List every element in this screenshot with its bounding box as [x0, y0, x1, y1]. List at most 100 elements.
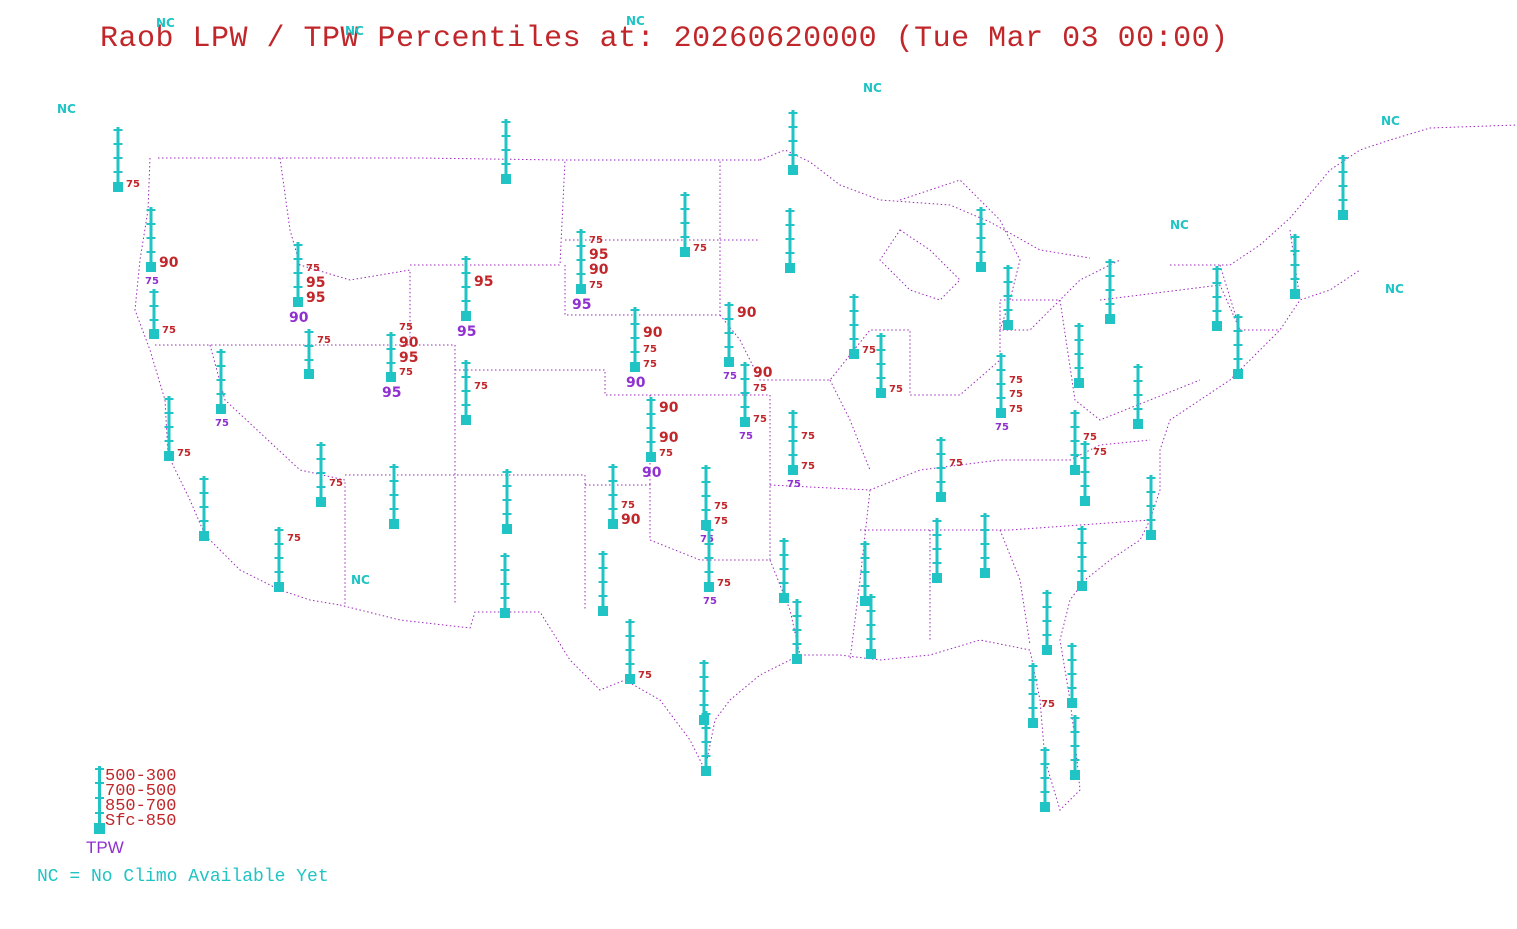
station-tick [1233, 358, 1243, 360]
station-marker [1070, 770, 1080, 780]
layer-percentile: 75 [621, 500, 635, 511]
station-marker [1338, 210, 1348, 220]
station-tick [274, 543, 284, 545]
station-tick [849, 296, 859, 298]
station-tick [680, 236, 690, 238]
layer-percentile: 75 [717, 578, 731, 589]
station-tick [1146, 519, 1156, 521]
tpw-percentile: 90 [626, 375, 646, 391]
station-marker [500, 608, 510, 618]
station-tick [876, 335, 886, 337]
station-tick [740, 406, 750, 408]
station-tick [625, 663, 635, 665]
layer-percentile: 95 [474, 274, 493, 290]
layer-percentile: 75 [753, 414, 767, 425]
layer-percentile: 75 [329, 478, 343, 489]
layer-percentile: 95 [306, 290, 325, 306]
station: 75 [274, 527, 301, 592]
station-marker [932, 573, 942, 583]
station-tick [1067, 659, 1077, 661]
station-tick [996, 369, 1006, 371]
station-tick [1146, 505, 1156, 507]
station: 75 [215, 349, 229, 429]
station-marker [701, 766, 711, 776]
layer-percentile: 75 [306, 263, 320, 274]
station-tick [1133, 366, 1143, 368]
station-tick [866, 638, 876, 640]
station-tick [788, 412, 798, 414]
station-tick [1077, 570, 1087, 572]
station-tick [1077, 556, 1087, 558]
station-tick [936, 439, 946, 441]
station-tick [146, 223, 156, 225]
station-tick [701, 755, 711, 757]
station-tick [113, 143, 123, 145]
station-tick [501, 163, 511, 165]
station-tick [646, 427, 656, 429]
station-tick [785, 252, 795, 254]
station-tick [316, 458, 326, 460]
station-tick [740, 364, 750, 366]
station-tick [1074, 353, 1084, 355]
station-marker [1233, 369, 1243, 379]
station-tick [501, 121, 511, 123]
station [1074, 323, 1084, 388]
station-tick [199, 478, 209, 480]
station-tick [701, 727, 711, 729]
station [1146, 475, 1156, 540]
station-tick [1080, 485, 1090, 487]
station [1067, 643, 1077, 708]
station-tick [216, 393, 226, 395]
layer-percentile: 75 [801, 431, 815, 442]
station-tick [779, 540, 789, 542]
legend-500-300: 500-300 [105, 767, 177, 786]
tpw-percentile: 90 [642, 465, 662, 481]
layer-percentile: 75 [474, 381, 488, 392]
station-tick [788, 454, 798, 456]
station-tick [199, 520, 209, 522]
nc-label: NC [1170, 218, 1189, 232]
station-tick [576, 231, 586, 233]
station-tick [630, 309, 640, 311]
layer-percentile: 90 [621, 512, 641, 528]
station-tick [461, 390, 471, 392]
station-tick [608, 508, 618, 510]
station-tick [500, 597, 510, 599]
station-marker [1003, 320, 1013, 330]
station [199, 476, 209, 541]
station-tick [1338, 171, 1348, 173]
station [866, 594, 876, 659]
station: 90 90 75 90 [642, 397, 679, 481]
layer-percentile: 75 [889, 384, 903, 395]
station-marker [598, 606, 608, 616]
nc-label: NC [57, 102, 76, 116]
station-tick [608, 480, 618, 482]
station-tick [1042, 592, 1052, 594]
station-tick [1290, 250, 1300, 252]
station-tick [501, 135, 511, 137]
station-marker [1042, 645, 1052, 655]
station-tick [680, 222, 690, 224]
station-tick [274, 557, 284, 559]
legend-700-500: 700-500 [105, 782, 177, 801]
page-title: Raob LPW / TPW Percentiles at: 202606200… [100, 22, 1229, 56]
station [500, 553, 510, 618]
station-tick [386, 348, 396, 350]
station-tick [701, 495, 711, 497]
layer-percentile: 95 [589, 247, 608, 263]
station-tick [164, 426, 174, 428]
station-tick [461, 286, 471, 288]
station-tick [146, 209, 156, 211]
station-tick [876, 349, 886, 351]
station-tick [598, 581, 608, 583]
station-tick [625, 635, 635, 637]
layer-percentile: 75 [317, 335, 331, 346]
station [1040, 747, 1050, 812]
tpw-percentile: 75 [703, 596, 717, 607]
station-tick [1067, 673, 1077, 675]
station-tick [701, 713, 711, 715]
nc-label: NC [345, 24, 364, 38]
